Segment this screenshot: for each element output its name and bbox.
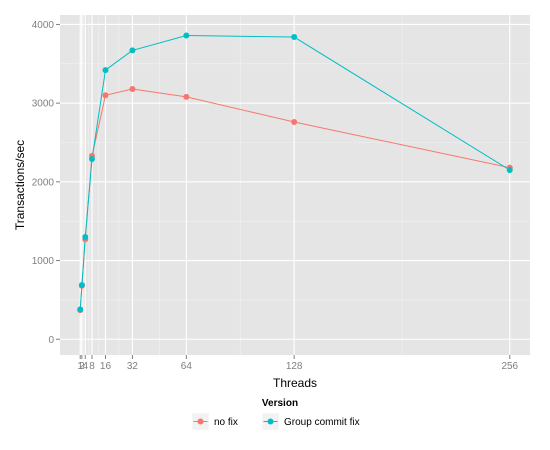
legend-label-series-1: no fix — [214, 417, 238, 428]
x-tick-label: 256 — [501, 361, 518, 372]
legend-title: Version — [262, 398, 298, 409]
data-point-series-1 — [102, 92, 109, 99]
y-tick-label: 1000 — [32, 256, 55, 267]
x-tick-label: 32 — [127, 361, 139, 372]
plot-panel — [60, 15, 530, 355]
data-point-series-1 — [129, 85, 136, 92]
x-axis-title: Threads — [273, 376, 317, 390]
x-tick-label: 4 — [82, 361, 88, 372]
data-point-series-2 — [506, 167, 513, 174]
data-point-series-2 — [129, 47, 136, 54]
x-tick-label: 64 — [181, 361, 193, 372]
legend-key-series-1 — [191, 412, 210, 431]
grid-lines — [60, 15, 530, 355]
data-point-series-2 — [82, 233, 89, 240]
data-point-series-2 — [77, 306, 84, 313]
y-tick-label: 0 — [48, 335, 54, 346]
x-tick-label: 8 — [89, 361, 95, 372]
axis-ticks: 0 1000 2000 3000 4000 124 8 16 32 64 128 256 — [32, 20, 519, 372]
data-point-series-2 — [291, 34, 298, 41]
legend: Version no fix Group commit fix — [191, 398, 360, 431]
data-point-series-2 — [183, 32, 190, 39]
data-point-series-1 — [291, 119, 298, 126]
data-point-series-2 — [78, 281, 85, 288]
x-tick-label: 16 — [100, 361, 112, 372]
y-axis-title: Transactions/sec — [13, 140, 27, 230]
data-point-series-2 — [102, 67, 109, 74]
data-point-series-1 — [183, 93, 190, 100]
legend-items: no fix Group commit fix — [191, 412, 360, 431]
series-layer — [77, 32, 513, 314]
y-tick-label: 3000 — [32, 99, 55, 110]
y-tick-label: 4000 — [32, 20, 55, 31]
legend-key-series-2 — [261, 412, 280, 431]
x-tick-label: 128 — [286, 361, 303, 372]
legend-key-point — [197, 418, 204, 425]
legend-label-series-2: Group commit fix — [284, 417, 360, 428]
x-tick-label: 1 — [77, 361, 83, 372]
data-point-series-2 — [89, 156, 96, 163]
x-tick-label: 2 — [79, 361, 85, 372]
legend-key-point — [267, 418, 274, 425]
y-tick-label: 2000 — [32, 177, 55, 188]
